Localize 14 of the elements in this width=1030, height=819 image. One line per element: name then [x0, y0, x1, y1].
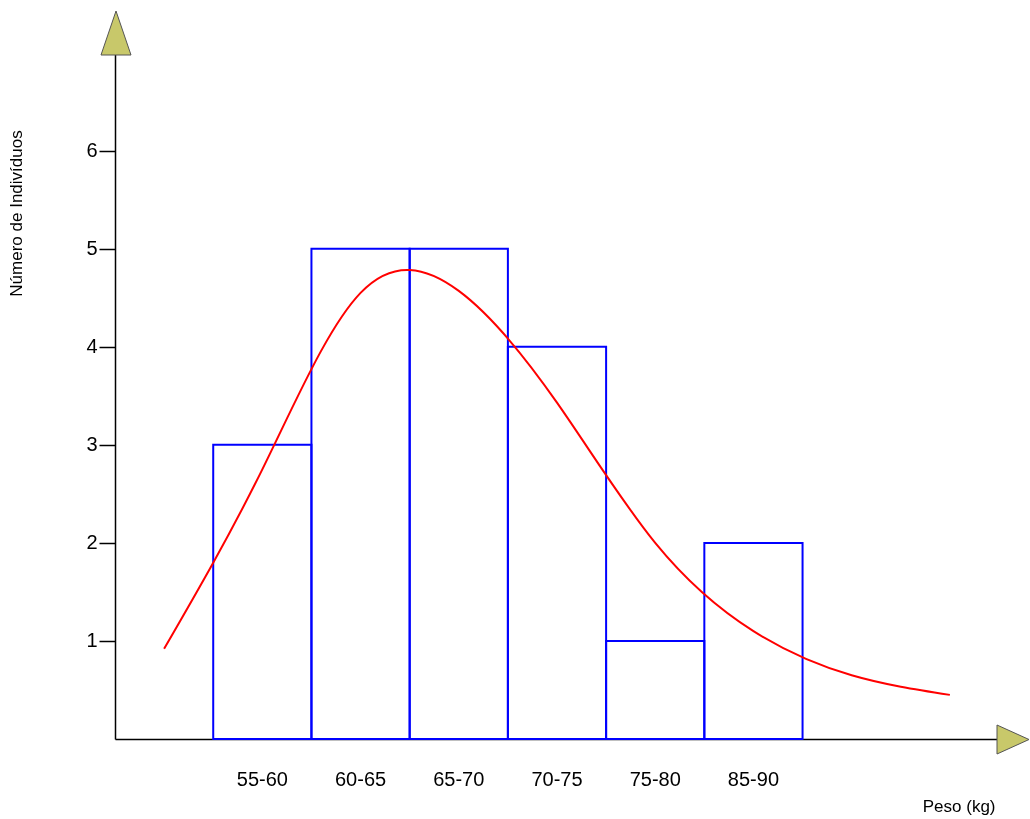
y-tick-label: 5 — [86, 237, 98, 260]
y-axis-title: Número de Indivíduos — [6, 130, 26, 297]
x-tick-label: 75-80 — [629, 767, 681, 790]
x-tick-label: 65-70 — [433, 767, 485, 790]
x-tick-label: 55-60 — [236, 767, 288, 790]
y-tick-label: 4 — [86, 335, 98, 358]
x-axis-title: Peso (kg) — [922, 796, 996, 816]
y-tick-label: 3 — [86, 433, 98, 456]
y-tick-label: 6 — [86, 139, 98, 162]
y-tick-label: 2 — [86, 531, 98, 554]
x-tick-label: 60-65 — [334, 767, 387, 790]
x-tick-label: 70-75 — [531, 767, 583, 790]
x-tick-label: 85-90 — [727, 767, 780, 790]
y-tick-label: 1 — [86, 629, 98, 652]
